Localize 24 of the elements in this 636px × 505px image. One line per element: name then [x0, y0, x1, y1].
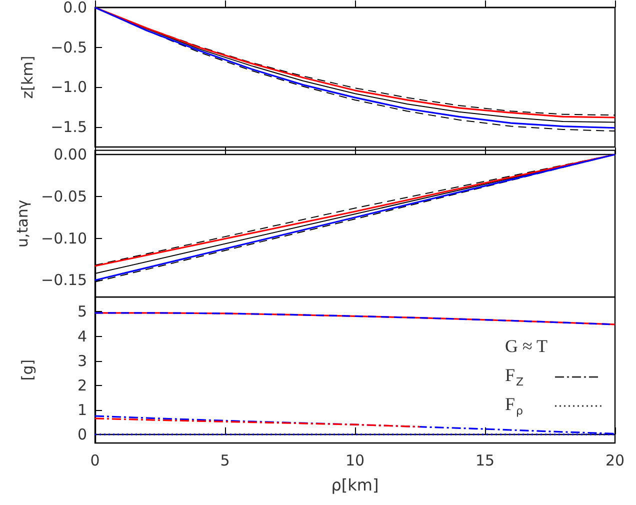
x-axis-title: ρ[km]	[331, 476, 379, 494]
y-tick-label: −0.15	[41, 271, 87, 290]
y-axis-title: z[km]	[18, 56, 36, 99]
y-tick-label: −1.5	[50, 118, 87, 136]
x-tick-label: 20	[605, 452, 625, 470]
y-axis-title: [g]	[18, 359, 36, 381]
y-tick-label: 5	[77, 302, 87, 321]
y-tick-label: 3	[77, 352, 87, 370]
y-tick-label: 4	[77, 327, 87, 346]
y-tick-label: 0.0	[63, 0, 87, 16]
y-tick-label: 1	[77, 400, 87, 419]
x-tick-label: 5	[220, 452, 230, 470]
y-tick-label: 0.00	[54, 146, 87, 164]
y-tick-label: −1.0	[50, 78, 87, 96]
y-tick-label: −0.05	[41, 187, 87, 206]
y-tick-label: −0.5	[50, 38, 87, 56]
y-axis-title: u,tanγ	[14, 200, 32, 248]
annotation: G ≈ T	[505, 336, 548, 356]
x-tick-label: 10	[345, 452, 365, 470]
y-tick-label: −0.10	[41, 229, 87, 248]
y-tick-label: 0	[77, 425, 87, 444]
x-tick-label: 15	[475, 452, 495, 470]
x-tick-label: 0	[90, 452, 100, 470]
y-tick-label: 2	[77, 376, 87, 394]
